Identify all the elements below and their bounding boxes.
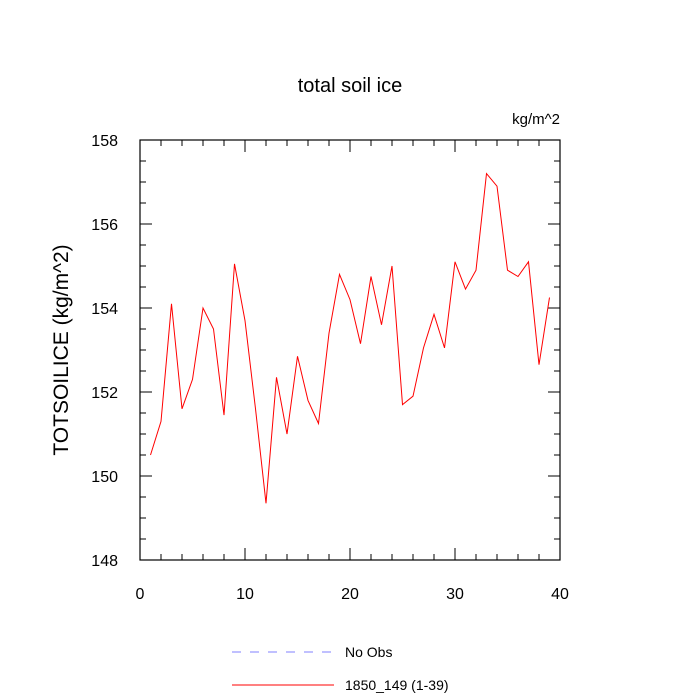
- legend: No Obs 1850_149 (1-39): [232, 644, 449, 693]
- x-tick-label: 30: [446, 586, 464, 603]
- tick-labels: 0 10 20 30 40 148 150 152 154 156 158: [91, 133, 569, 603]
- y-tick-label: 158: [91, 133, 118, 150]
- legend-label: 1850_149 (1-39): [345, 677, 449, 693]
- axis-ticks: [139, 139, 561, 561]
- x-tick-label: 40: [551, 586, 569, 603]
- y-tick-label: 150: [91, 469, 118, 486]
- units-label: kg/m^2: [512, 111, 560, 128]
- x-tick-label: 0: [136, 586, 145, 603]
- y-tick-label: 156: [91, 217, 118, 234]
- y-tick-label: 148: [91, 553, 118, 570]
- chart-title: total soil ice: [298, 75, 403, 97]
- plot-frame: [139, 139, 561, 561]
- y-tick-label: 152: [91, 385, 118, 402]
- x-tick-label: 10: [236, 586, 254, 603]
- legend-label: No Obs: [345, 644, 392, 660]
- series-line: [150, 172, 550, 504]
- y-tick-label: 154: [91, 301, 118, 318]
- y-axis-label: TOTSOILICE (kg/m^2): [50, 244, 73, 455]
- series-group: [150, 172, 550, 504]
- x-tick-label: 20: [341, 586, 359, 603]
